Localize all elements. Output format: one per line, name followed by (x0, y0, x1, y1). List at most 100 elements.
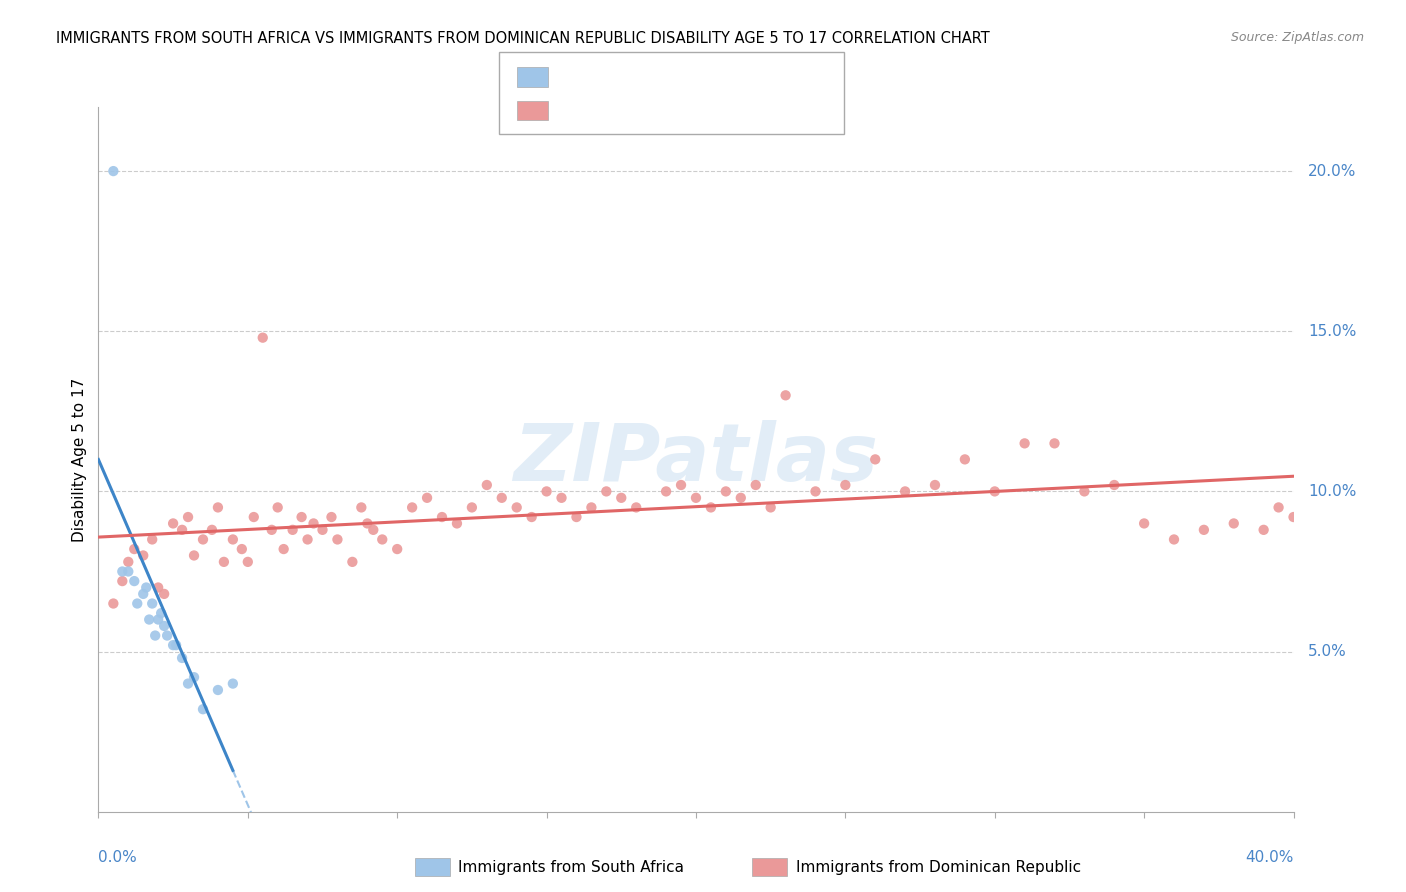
Text: IMMIGRANTS FROM SOUTH AFRICA VS IMMIGRANTS FROM DOMINICAN REPUBLIC DISABILITY AG: IMMIGRANTS FROM SOUTH AFRICA VS IMMIGRAN… (56, 31, 990, 46)
Point (143, 628, 166, 642)
Point (260, 523, 283, 537)
Point (924, 478, 946, 492)
Point (243, 510, 266, 524)
Point (311, 523, 333, 537)
Point (236, 555, 259, 569)
Point (252, 331, 274, 345)
Point (124, 542, 146, 557)
Point (491, 491, 513, 505)
Text: Source: ZipAtlas.com: Source: ZipAtlas.com (1230, 31, 1364, 45)
Point (141, 597, 163, 611)
Point (685, 491, 707, 505)
Point (111, 565, 134, 579)
Point (1163, 533, 1185, 547)
Point (536, 484, 558, 499)
Point (565, 510, 588, 524)
Text: 20.0%: 20.0% (1308, 163, 1357, 178)
Point (138, 613, 160, 627)
Point (222, 676, 245, 690)
Point (745, 478, 768, 492)
Point (953, 452, 976, 467)
Point (416, 491, 439, 505)
Point (1253, 523, 1275, 537)
Point (290, 510, 312, 524)
Point (222, 533, 245, 547)
Point (595, 484, 617, 499)
Point (150, 606, 173, 620)
Point (1192, 523, 1215, 537)
Point (342, 555, 364, 569)
Point (894, 484, 917, 499)
Text: 10.0%: 10.0% (1308, 484, 1357, 499)
Point (156, 628, 179, 642)
Text: 5.0%: 5.0% (1308, 644, 1347, 659)
Y-axis label: Disability Age 5 to 17: Disability Age 5 to 17 (72, 377, 87, 541)
Point (103, 597, 125, 611)
Point (775, 388, 797, 402)
Point (326, 533, 349, 547)
Point (371, 533, 394, 547)
Point (1043, 436, 1066, 450)
Point (165, 638, 187, 652)
Point (430, 510, 453, 524)
Point (162, 638, 184, 652)
Point (162, 516, 184, 531)
Text: R = -0.269   N = 22: R = -0.269 N = 22 (557, 70, 730, 84)
Point (153, 587, 176, 601)
Point (983, 484, 1005, 499)
Point (124, 574, 146, 588)
Point (624, 500, 647, 515)
Point (267, 500, 290, 515)
Text: Immigrants from South Africa: Immigrants from South Africa (458, 860, 685, 874)
Point (148, 613, 170, 627)
Point (759, 500, 782, 515)
Point (669, 478, 692, 492)
Point (273, 542, 295, 557)
Point (207, 683, 229, 698)
Point (1104, 478, 1126, 492)
Point (111, 574, 134, 588)
Point (1014, 436, 1036, 450)
Point (1073, 484, 1095, 499)
Text: 15.0%: 15.0% (1308, 324, 1357, 339)
Point (1267, 500, 1289, 515)
Text: 40.0%: 40.0% (1246, 850, 1294, 865)
Point (714, 484, 737, 499)
Point (183, 670, 205, 684)
Point (520, 510, 543, 524)
Point (865, 452, 887, 467)
Text: R =  0.128   N = 80: R = 0.128 N = 80 (557, 103, 730, 118)
Point (117, 565, 139, 579)
Point (135, 581, 157, 595)
Point (804, 484, 827, 499)
Point (730, 491, 752, 505)
Point (581, 500, 603, 515)
Point (132, 549, 155, 563)
Point (700, 500, 723, 515)
Point (321, 510, 343, 524)
Point (148, 581, 170, 595)
Point (177, 676, 200, 690)
Point (350, 500, 373, 515)
Point (655, 484, 678, 499)
Point (207, 500, 229, 515)
Point (153, 619, 176, 633)
Point (132, 587, 155, 601)
Point (117, 555, 139, 569)
Point (446, 516, 468, 531)
Point (231, 542, 253, 557)
Point (834, 478, 856, 492)
Point (141, 533, 163, 547)
Point (461, 500, 484, 515)
Point (1282, 510, 1305, 524)
Point (191, 702, 214, 716)
Text: ZIPatlas: ZIPatlas (513, 420, 879, 499)
Point (183, 549, 205, 563)
Text: 0.0%: 0.0% (98, 850, 138, 865)
Point (201, 523, 224, 537)
Point (103, 164, 125, 178)
Point (363, 523, 385, 537)
Point (172, 651, 194, 665)
Point (302, 516, 325, 531)
Point (281, 523, 304, 537)
